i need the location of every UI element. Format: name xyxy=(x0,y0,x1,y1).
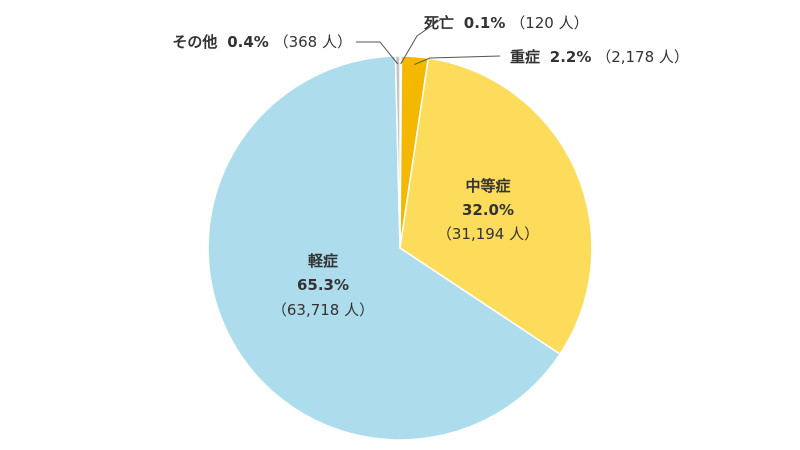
pie-slice-other xyxy=(394,55,401,249)
slice-count: （2,178 人） xyxy=(596,48,689,66)
slice-count: （120 人） xyxy=(510,14,588,32)
slice-label-death: 死亡 0.1% （120 人） xyxy=(424,14,589,32)
slice-percent: 65.3% xyxy=(297,276,349,294)
slice-label-mild: 軽症 65.3% （63,718 人） xyxy=(272,252,374,319)
slice-name: その他 xyxy=(172,33,217,51)
slice-count: （63,718 人） xyxy=(272,301,374,319)
slice-percent: 32.0% xyxy=(462,201,514,219)
slice-label-moderate: 中等症 32.0% （31,194 人） xyxy=(437,177,539,243)
slice-count: （31,194 人） xyxy=(437,225,539,243)
slice-count: （368 人） xyxy=(274,33,352,51)
slice-percent: 0.1% xyxy=(464,14,506,32)
slice-name: 重症 xyxy=(510,48,540,66)
pie-slices xyxy=(207,55,593,441)
pie-slice-moderate xyxy=(399,57,593,356)
slice-percent: 2.2% xyxy=(550,48,592,66)
slice-label-severe: 重症 2.2% （2,178 人） xyxy=(510,48,689,66)
pie-slice-mild xyxy=(207,55,562,441)
slice-name: 死亡 xyxy=(424,14,454,32)
slice-label-other: その他 0.4% （368 人） xyxy=(172,33,352,51)
slice-percent: 0.4% xyxy=(227,33,269,51)
leader-line-severe xyxy=(414,55,501,66)
leader-lines xyxy=(356,19,501,66)
leader-line-death xyxy=(400,19,441,65)
leader-line-other xyxy=(356,41,399,65)
slice-name: 中等症 xyxy=(465,177,510,195)
slice-name: 軽症 xyxy=(308,252,338,270)
